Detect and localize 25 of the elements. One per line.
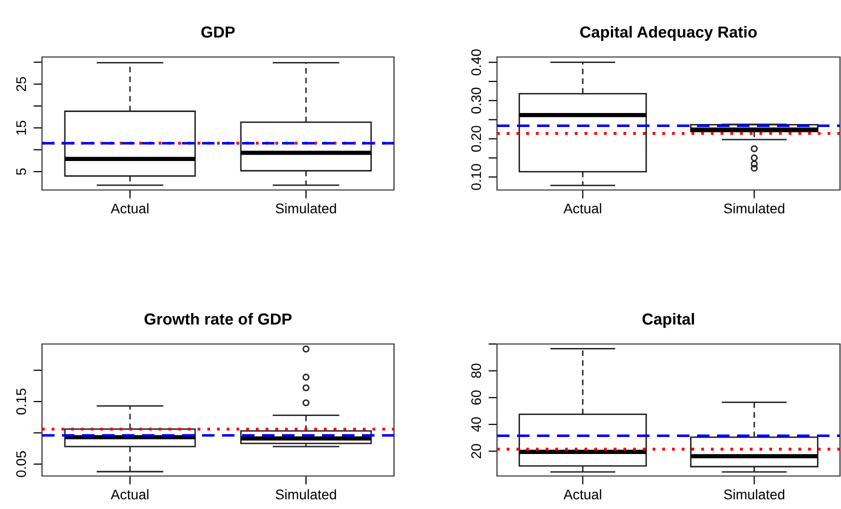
x-tick-label: Actual bbox=[110, 203, 148, 214]
x-tick-label: Simulated bbox=[276, 489, 336, 500]
x-tick-label: Actual bbox=[110, 489, 148, 500]
y-tick-label: 0.10 bbox=[471, 164, 482, 190]
chart-title: Capital bbox=[642, 312, 694, 328]
x-tick-label: Simulated bbox=[724, 489, 784, 500]
chart-title: Capital Adequacy Ratio bbox=[580, 26, 757, 41]
y-tick-label: 0.40 bbox=[471, 49, 482, 76]
y-tick-label: 0.20 bbox=[471, 126, 482, 152]
y-tick-label: 0.05 bbox=[16, 451, 26, 478]
y-tick-label: 60 bbox=[471, 390, 482, 405]
y-tick-label: 15 bbox=[16, 120, 26, 135]
y-tick-label: 0.15 bbox=[16, 388, 26, 415]
x-tick-label: Actual bbox=[563, 489, 602, 500]
y-tick-label: 20 bbox=[471, 444, 482, 458]
x-tick-label: Simulated bbox=[724, 203, 784, 214]
y-tick-label: 80 bbox=[471, 364, 482, 378]
y-tick-label: 5 bbox=[16, 168, 26, 175]
chart-title: GDP bbox=[201, 26, 235, 38]
x-tick-label: Actual bbox=[563, 203, 602, 214]
chart-title: Growth rate of GDP bbox=[144, 312, 292, 325]
x-tick-label: Simulated bbox=[276, 203, 336, 214]
y-tick-label: 40 bbox=[471, 417, 482, 432]
y-tick-label: 25 bbox=[16, 76, 26, 92]
y-tick-label: 0.30 bbox=[471, 88, 482, 114]
